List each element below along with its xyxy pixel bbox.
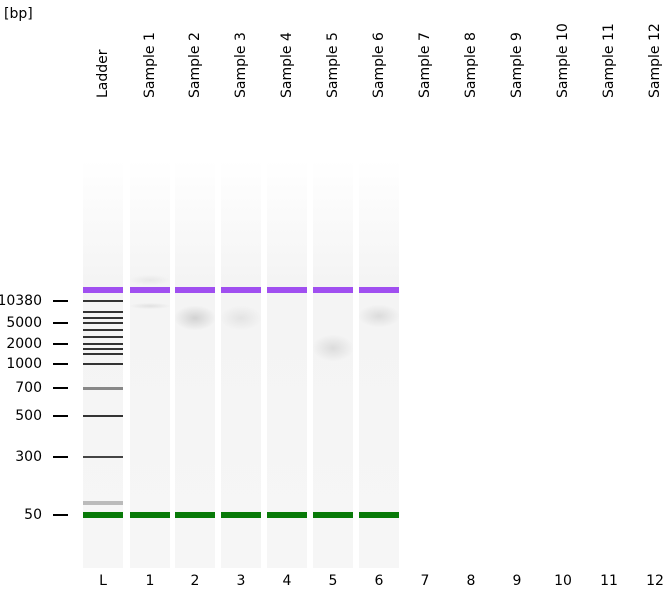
upper-marker-band [267,287,307,293]
lane-number: 2 [190,573,200,589]
ladder-band [83,415,123,417]
lane-label: Sample 5 [325,32,341,98]
sample-lane [267,160,307,568]
lane-label: Ladder [95,49,111,98]
lower-marker-band [359,512,399,518]
size-marker-tick [53,300,68,302]
ladder-band [83,348,123,350]
ladder-band [83,501,123,505]
upper-marker-band [221,287,261,293]
sample-lane [175,160,215,568]
size-marker-tick [53,363,68,365]
sample-lane [313,160,353,568]
size-marker-label: 1000 [6,356,42,372]
lane-number: 1 [145,573,155,589]
ladder-band [83,311,123,313]
lane-label: Sample 1 [142,32,158,98]
sample-lane [130,160,170,568]
ladder-band [83,336,123,338]
upper-marker-band [313,287,353,293]
sample-smear [175,306,215,330]
lane-number: 8 [466,573,476,589]
size-marker-label: 5000 [6,315,42,331]
upper-marker-band [130,287,170,293]
lane-label: Sample 11 [601,23,617,98]
lower-marker-band [313,512,353,518]
lower-marker-band [83,512,123,518]
lane-label: Sample 4 [279,32,295,98]
lower-marker-band [267,512,307,518]
sample-smear [313,335,353,361]
size-marker-tick [53,343,68,345]
size-marker-label: 2000 [6,336,42,352]
size-marker-tick [53,415,68,417]
upper-marker-band [175,287,215,293]
lane-number: 9 [512,573,522,589]
lower-marker-band [175,512,215,518]
lane-label: Sample 10 [555,23,571,98]
lane-number: 5 [328,573,338,589]
ladder-band [83,456,123,458]
size-marker-tick [53,387,68,389]
lane-number: 11 [600,573,618,589]
size-marker-tick [53,456,68,458]
ladder-band [83,322,123,324]
size-marker-label: 700 [15,380,42,396]
lower-marker-band [130,512,170,518]
lane-number: 3 [236,573,246,589]
lane-label: Sample 8 [463,32,479,98]
ladder-band [83,317,123,319]
sample-lane [359,160,399,568]
lane-number: 4 [282,573,292,589]
lane-label: Sample 9 [509,32,525,98]
lane-label: Sample 12 [647,23,663,98]
lane-number: 6 [374,573,384,589]
size-marker-label: 300 [15,449,42,465]
lower-marker-band [221,512,261,518]
size-marker-tick [53,514,68,516]
ladder-band [83,363,123,365]
size-marker-label: 50 [24,507,42,523]
sample-smear [359,305,399,327]
upper-marker-band [359,287,399,293]
lane-label: Sample 7 [417,32,433,98]
ladder-band [83,386,123,390]
lane-number: 12 [646,573,664,589]
lane-label: Sample 6 [371,32,387,98]
lane-number: L [99,573,107,589]
size-marker-label: 500 [15,408,42,424]
lane-number: 7 [420,573,430,589]
sample-smear [130,303,170,309]
ladder-lane [83,160,123,568]
lane-number: 10 [554,573,572,589]
ladder-band [83,353,123,355]
lane-label: Sample 2 [187,32,203,98]
sample-smear [221,306,261,330]
upper-marker-band [83,287,123,293]
ladder-band [83,343,123,345]
unit-label: [bp] [4,6,33,22]
size-marker-tick [53,322,68,324]
sample-lane [221,160,261,568]
sample-smear [130,275,170,285]
lane-label: Sample 3 [233,32,249,98]
ladder-band [83,329,123,331]
ladder-band [83,300,123,302]
size-marker-label: 10380 [0,293,42,309]
